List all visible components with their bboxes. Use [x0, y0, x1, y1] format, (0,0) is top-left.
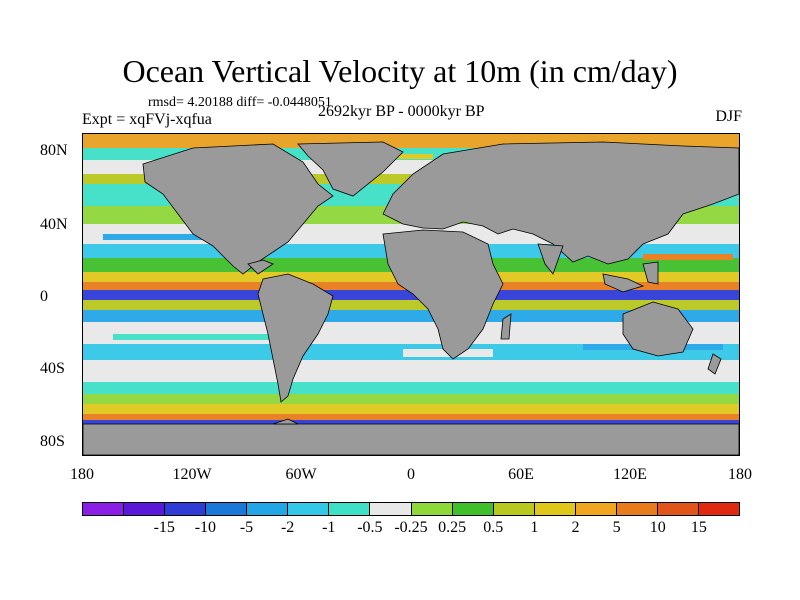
colorbar-label: -10 [194, 519, 217, 536]
lat-label-80n: 80N [40, 142, 68, 159]
lat-label-40n: 40N [40, 216, 68, 233]
lat-label-40s: 40S [40, 360, 65, 377]
lat-label-0: 0 [40, 288, 48, 305]
colorbar-label: -5 [239, 519, 254, 536]
colorbar-swatch [124, 503, 166, 515]
lon-label-0: 0 [407, 466, 415, 483]
colorbar-label: 2 [571, 519, 580, 536]
colorbar-swatch [575, 503, 617, 515]
ocean-velocity-map [83, 134, 739, 455]
lon-label-180w: 180 [70, 466, 94, 483]
colorbar-label: -0.25 [394, 519, 428, 536]
season-label: DJF [715, 108, 742, 125]
colorbar-swatch [657, 503, 699, 515]
map-title: Ocean Vertical Velocity at 10m (in cm/da… [122, 53, 678, 89]
eurasia [382, 141, 739, 265]
map-panel [82, 133, 740, 456]
lon-label-120w: 120W [172, 466, 212, 483]
colorbar-swatch [247, 503, 289, 515]
colorbar-swatch [411, 503, 453, 515]
time-period-label: 2692kyr BP - 0000kyr BP [318, 103, 485, 120]
colorbar-swatch [206, 503, 248, 515]
colorbar-label: 1 [530, 519, 539, 536]
experiment-label: Expt = xqFVj-xqfua [82, 111, 212, 128]
colorbar-swatch [83, 503, 125, 515]
colorbar-label: -1 [322, 519, 336, 536]
lon-label-120e: 120E [613, 466, 647, 483]
colorbar-label: 15 [690, 519, 707, 536]
colorbar-swatch [616, 503, 658, 515]
colorbar-label: -15 [153, 519, 175, 536]
colorbar-swatch [165, 503, 207, 515]
colorbar-label: 0.5 [483, 519, 504, 536]
greenland [297, 141, 404, 197]
south-america [257, 273, 334, 403]
lat-label-80s: 80S [40, 433, 65, 450]
north-america [142, 143, 334, 275]
colorbar-swatch [370, 503, 412, 515]
colorbar-swatch [698, 503, 739, 515]
lon-label-60w: 60W [285, 466, 317, 483]
colorbar-label: -0.5 [357, 519, 383, 536]
colorbar-swatch [329, 503, 371, 515]
antarctica [83, 423, 739, 455]
australia [622, 301, 694, 357]
africa [382, 229, 504, 360]
colorbar-label: 5 [612, 519, 621, 536]
colorbar-label: -2 [280, 519, 295, 536]
colorbar-swatch [288, 503, 330, 515]
colorbar [82, 502, 740, 516]
colorbar-swatch [493, 503, 535, 515]
lon-label-180e: 180 [728, 466, 752, 483]
statistics-line: rmsd= 4.20188 diff= -0.0448051 [148, 95, 332, 110]
colorbar-label: 10 [649, 519, 666, 536]
colorbar-label: 0.25 [438, 519, 467, 536]
lon-label-60e: 60E [508, 466, 534, 483]
colorbar-swatch [452, 503, 494, 515]
colorbar-swatch [534, 503, 576, 515]
